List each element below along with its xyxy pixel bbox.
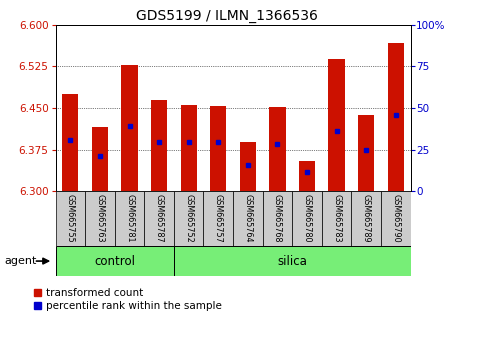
Text: agent: agent xyxy=(5,256,37,266)
Text: GSM665768: GSM665768 xyxy=(273,194,282,242)
Text: GSM665790: GSM665790 xyxy=(391,194,400,242)
Text: GSM665752: GSM665752 xyxy=(184,194,193,242)
FancyBboxPatch shape xyxy=(322,191,352,246)
Bar xyxy=(181,105,197,191)
Text: GSM665783: GSM665783 xyxy=(332,194,341,242)
Bar xyxy=(270,107,285,191)
FancyBboxPatch shape xyxy=(352,191,381,246)
Text: control: control xyxy=(94,255,135,268)
FancyBboxPatch shape xyxy=(115,191,144,246)
FancyBboxPatch shape xyxy=(381,191,411,246)
FancyBboxPatch shape xyxy=(85,191,115,246)
Text: GSM665781: GSM665781 xyxy=(125,194,134,242)
Bar xyxy=(240,142,256,191)
FancyBboxPatch shape xyxy=(144,191,174,246)
Bar xyxy=(121,65,138,191)
Bar xyxy=(358,115,374,191)
Text: GSM665780: GSM665780 xyxy=(302,194,312,242)
Bar xyxy=(328,59,345,191)
Text: GSM665757: GSM665757 xyxy=(214,194,223,242)
Bar xyxy=(62,94,78,191)
FancyBboxPatch shape xyxy=(203,191,233,246)
Text: GDS5199 / ILMN_1366536: GDS5199 / ILMN_1366536 xyxy=(136,9,318,23)
Bar xyxy=(151,99,167,191)
Text: silica: silica xyxy=(277,255,307,268)
FancyBboxPatch shape xyxy=(174,191,203,246)
Text: GSM665755: GSM665755 xyxy=(66,194,75,242)
Bar xyxy=(388,42,404,191)
Bar xyxy=(299,161,315,191)
FancyBboxPatch shape xyxy=(292,191,322,246)
Legend: transformed count, percentile rank within the sample: transformed count, percentile rank withi… xyxy=(34,289,222,311)
FancyBboxPatch shape xyxy=(174,246,411,276)
FancyBboxPatch shape xyxy=(56,246,174,276)
FancyBboxPatch shape xyxy=(56,191,85,246)
Bar xyxy=(210,106,227,191)
Text: GSM665763: GSM665763 xyxy=(96,194,104,242)
FancyBboxPatch shape xyxy=(233,191,263,246)
FancyBboxPatch shape xyxy=(263,191,292,246)
Text: GSM665789: GSM665789 xyxy=(362,194,370,242)
Text: GSM665764: GSM665764 xyxy=(243,194,252,242)
Text: GSM665787: GSM665787 xyxy=(155,194,164,242)
Bar xyxy=(92,127,108,191)
